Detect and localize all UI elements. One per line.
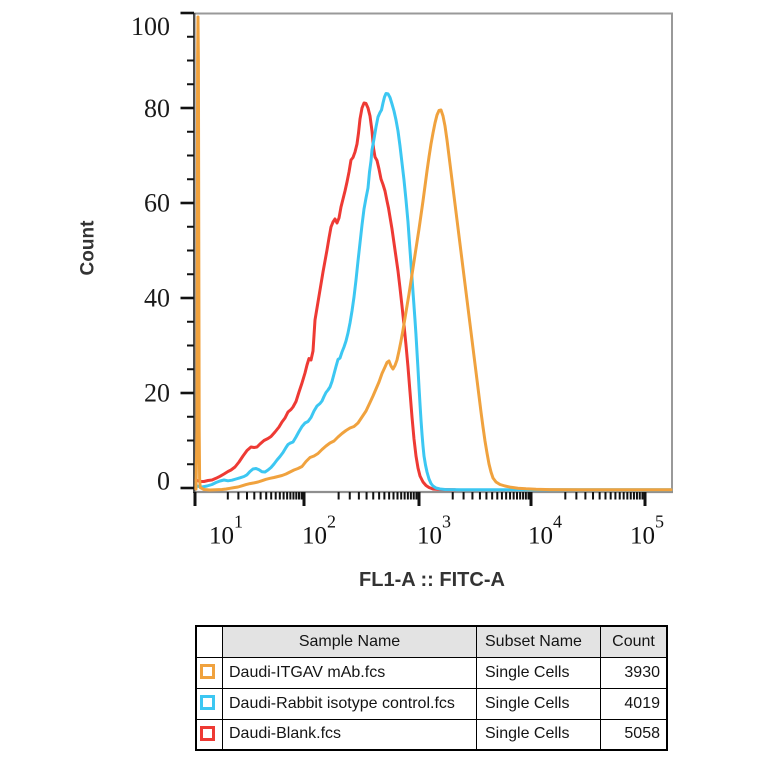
svg-text:0: 0 bbox=[157, 467, 170, 496]
svg-text:101: 101 bbox=[209, 512, 243, 550]
svg-text:100: 100 bbox=[131, 12, 170, 41]
svg-text:FL1-A :: FITC-A: FL1-A :: FITC-A bbox=[359, 569, 505, 591]
svg-text:104: 104 bbox=[528, 512, 562, 550]
svg-text:80: 80 bbox=[144, 94, 170, 123]
svg-text:20: 20 bbox=[144, 379, 170, 408]
svg-text:Count: Count bbox=[78, 220, 99, 276]
svg-text:102: 102 bbox=[302, 512, 336, 550]
svg-text:105: 105 bbox=[630, 512, 664, 550]
svg-text:40: 40 bbox=[144, 284, 170, 313]
svg-text:103: 103 bbox=[417, 512, 451, 550]
svg-text:60: 60 bbox=[144, 189, 170, 218]
